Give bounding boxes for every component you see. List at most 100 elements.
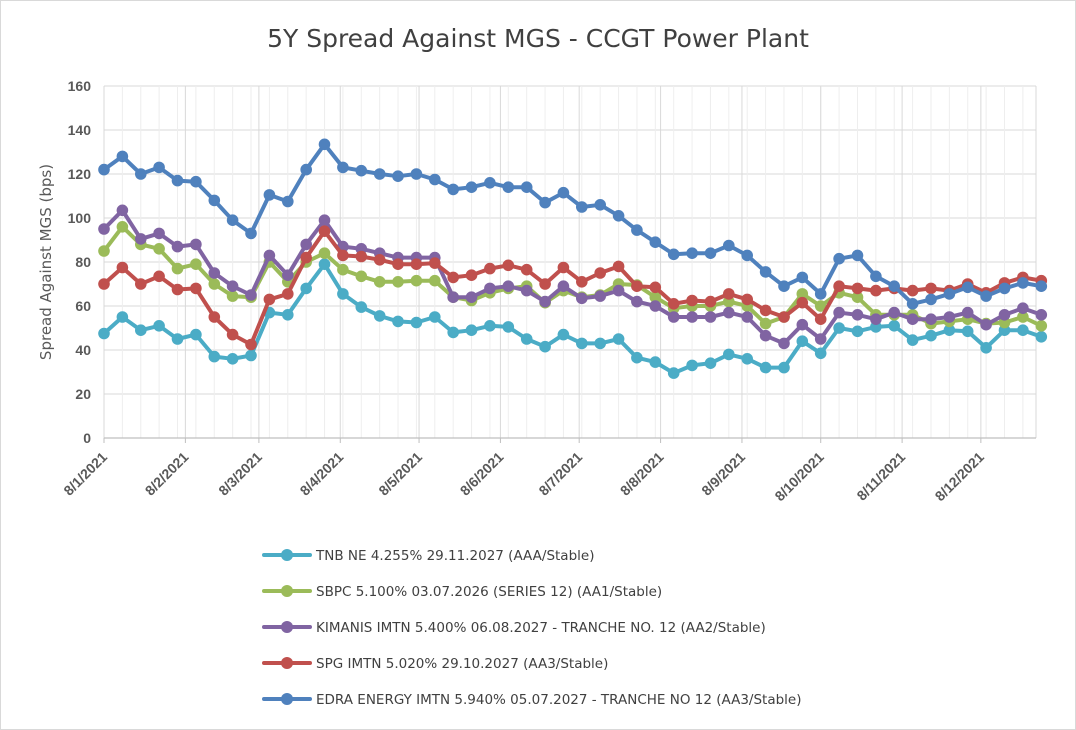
- data-point: [190, 328, 202, 341]
- data-point: [980, 290, 992, 302]
- data-point: [263, 189, 276, 201]
- x-tick-label: 8/9/2021: [698, 449, 748, 499]
- data-point: [631, 351, 643, 364]
- data-point: [226, 290, 239, 302]
- data-point: [943, 324, 956, 337]
- x-tick-label: 8/12/2021: [932, 449, 988, 505]
- data-point: [925, 329, 937, 342]
- data-point: [667, 367, 680, 379]
- data-point: [208, 311, 221, 323]
- data-point: [925, 293, 937, 306]
- data-point: [980, 342, 992, 354]
- data-point: [392, 170, 404, 182]
- data-point: [631, 280, 643, 293]
- x-tick-label: 8/5/2021: [375, 449, 425, 499]
- data-point: [98, 163, 110, 176]
- data-point: [1035, 280, 1048, 293]
- data-point: [465, 324, 478, 337]
- data-point: [704, 357, 717, 370]
- data-point: [208, 267, 221, 279]
- data-point: [594, 267, 606, 279]
- grid: [103, 85, 1037, 438]
- data-point: [925, 313, 937, 326]
- chart-title: 5Y Spread Against MGS - CCGT Power Plant: [267, 24, 809, 53]
- data-point: [704, 295, 717, 308]
- series-5: [98, 138, 1048, 310]
- data-point: [190, 282, 202, 295]
- data-point: [576, 201, 588, 213]
- data-point: [539, 278, 551, 290]
- legend-marker: [281, 621, 293, 633]
- data-point: [373, 310, 386, 322]
- data-point: [759, 361, 772, 374]
- data-point: [135, 278, 147, 290]
- y-tick-label: 80: [75, 254, 91, 270]
- data-point: [447, 271, 460, 284]
- data-point: [594, 337, 606, 350]
- data-point: [300, 282, 313, 295]
- data-point: [870, 284, 882, 297]
- data-point: [723, 348, 735, 361]
- data-point: [888, 280, 900, 293]
- y-axis-title: Spread Against MGS (bps): [37, 164, 55, 360]
- data-point: [98, 245, 110, 257]
- x-tick-label: 8/11/2021: [853, 449, 908, 504]
- data-point: [594, 199, 606, 211]
- data-point: [282, 195, 294, 208]
- x-tick-label: 8/1/2021: [60, 449, 110, 499]
- data-point: [245, 338, 257, 351]
- data-point: [961, 281, 974, 294]
- data-point: [502, 181, 515, 193]
- data-point: [245, 289, 257, 301]
- data-point: [153, 243, 165, 255]
- data-point: [557, 328, 570, 341]
- data-point: [282, 309, 294, 321]
- data-point: [576, 276, 588, 288]
- legend-label: TNB NE 4.255% 29.11.2027 (AAA/Stable): [315, 548, 594, 564]
- series-3: [98, 204, 1048, 350]
- data-point: [135, 233, 147, 245]
- data-point: [796, 296, 809, 309]
- data-point: [208, 194, 221, 207]
- data-point: [410, 316, 423, 329]
- data-point: [226, 280, 239, 293]
- data-point: [484, 177, 496, 189]
- data-point: [318, 214, 331, 226]
- data-point: [116, 221, 129, 233]
- data-point: [465, 269, 478, 282]
- data-point: [447, 326, 460, 339]
- data-point: [649, 356, 662, 368]
- legend-label: SPG IMTN 5.020% 29.10.2027 (AA3/Stable): [316, 656, 608, 672]
- data-point: [153, 227, 165, 240]
- data-point: [520, 284, 533, 297]
- data-point: [778, 361, 790, 374]
- data-point: [943, 311, 956, 323]
- data-point: [171, 333, 184, 345]
- data-point: [1017, 277, 1029, 289]
- data-point: [263, 293, 276, 306]
- data-point: [502, 321, 515, 333]
- series-line: [102, 262, 1044, 376]
- data-point: [686, 359, 698, 372]
- y-tick-label: 0: [83, 430, 91, 446]
- x-tick-label: 8/6/2021: [457, 449, 507, 499]
- data-point: [337, 249, 349, 262]
- data-point: [870, 313, 882, 326]
- data-point: [631, 295, 643, 308]
- series-1: [98, 258, 1048, 379]
- data-point: [851, 249, 864, 262]
- data-point: [906, 284, 919, 297]
- data-point: [870, 270, 882, 283]
- data-point: [741, 311, 753, 323]
- legend-item: KIMANIS IMTN 5.400% 06.08.2027 - TRANCHE…: [262, 620, 766, 636]
- data-point: [723, 239, 735, 252]
- data-point: [429, 311, 441, 323]
- data-point: [612, 260, 625, 273]
- data-point: [612, 210, 625, 222]
- data-point: [116, 150, 129, 163]
- data-point: [759, 266, 772, 278]
- data-point: [906, 334, 919, 346]
- legend-label: EDRA ENERGY IMTN 5.940% 05.07.2027 - TRA…: [316, 692, 802, 708]
- data-point: [520, 263, 533, 276]
